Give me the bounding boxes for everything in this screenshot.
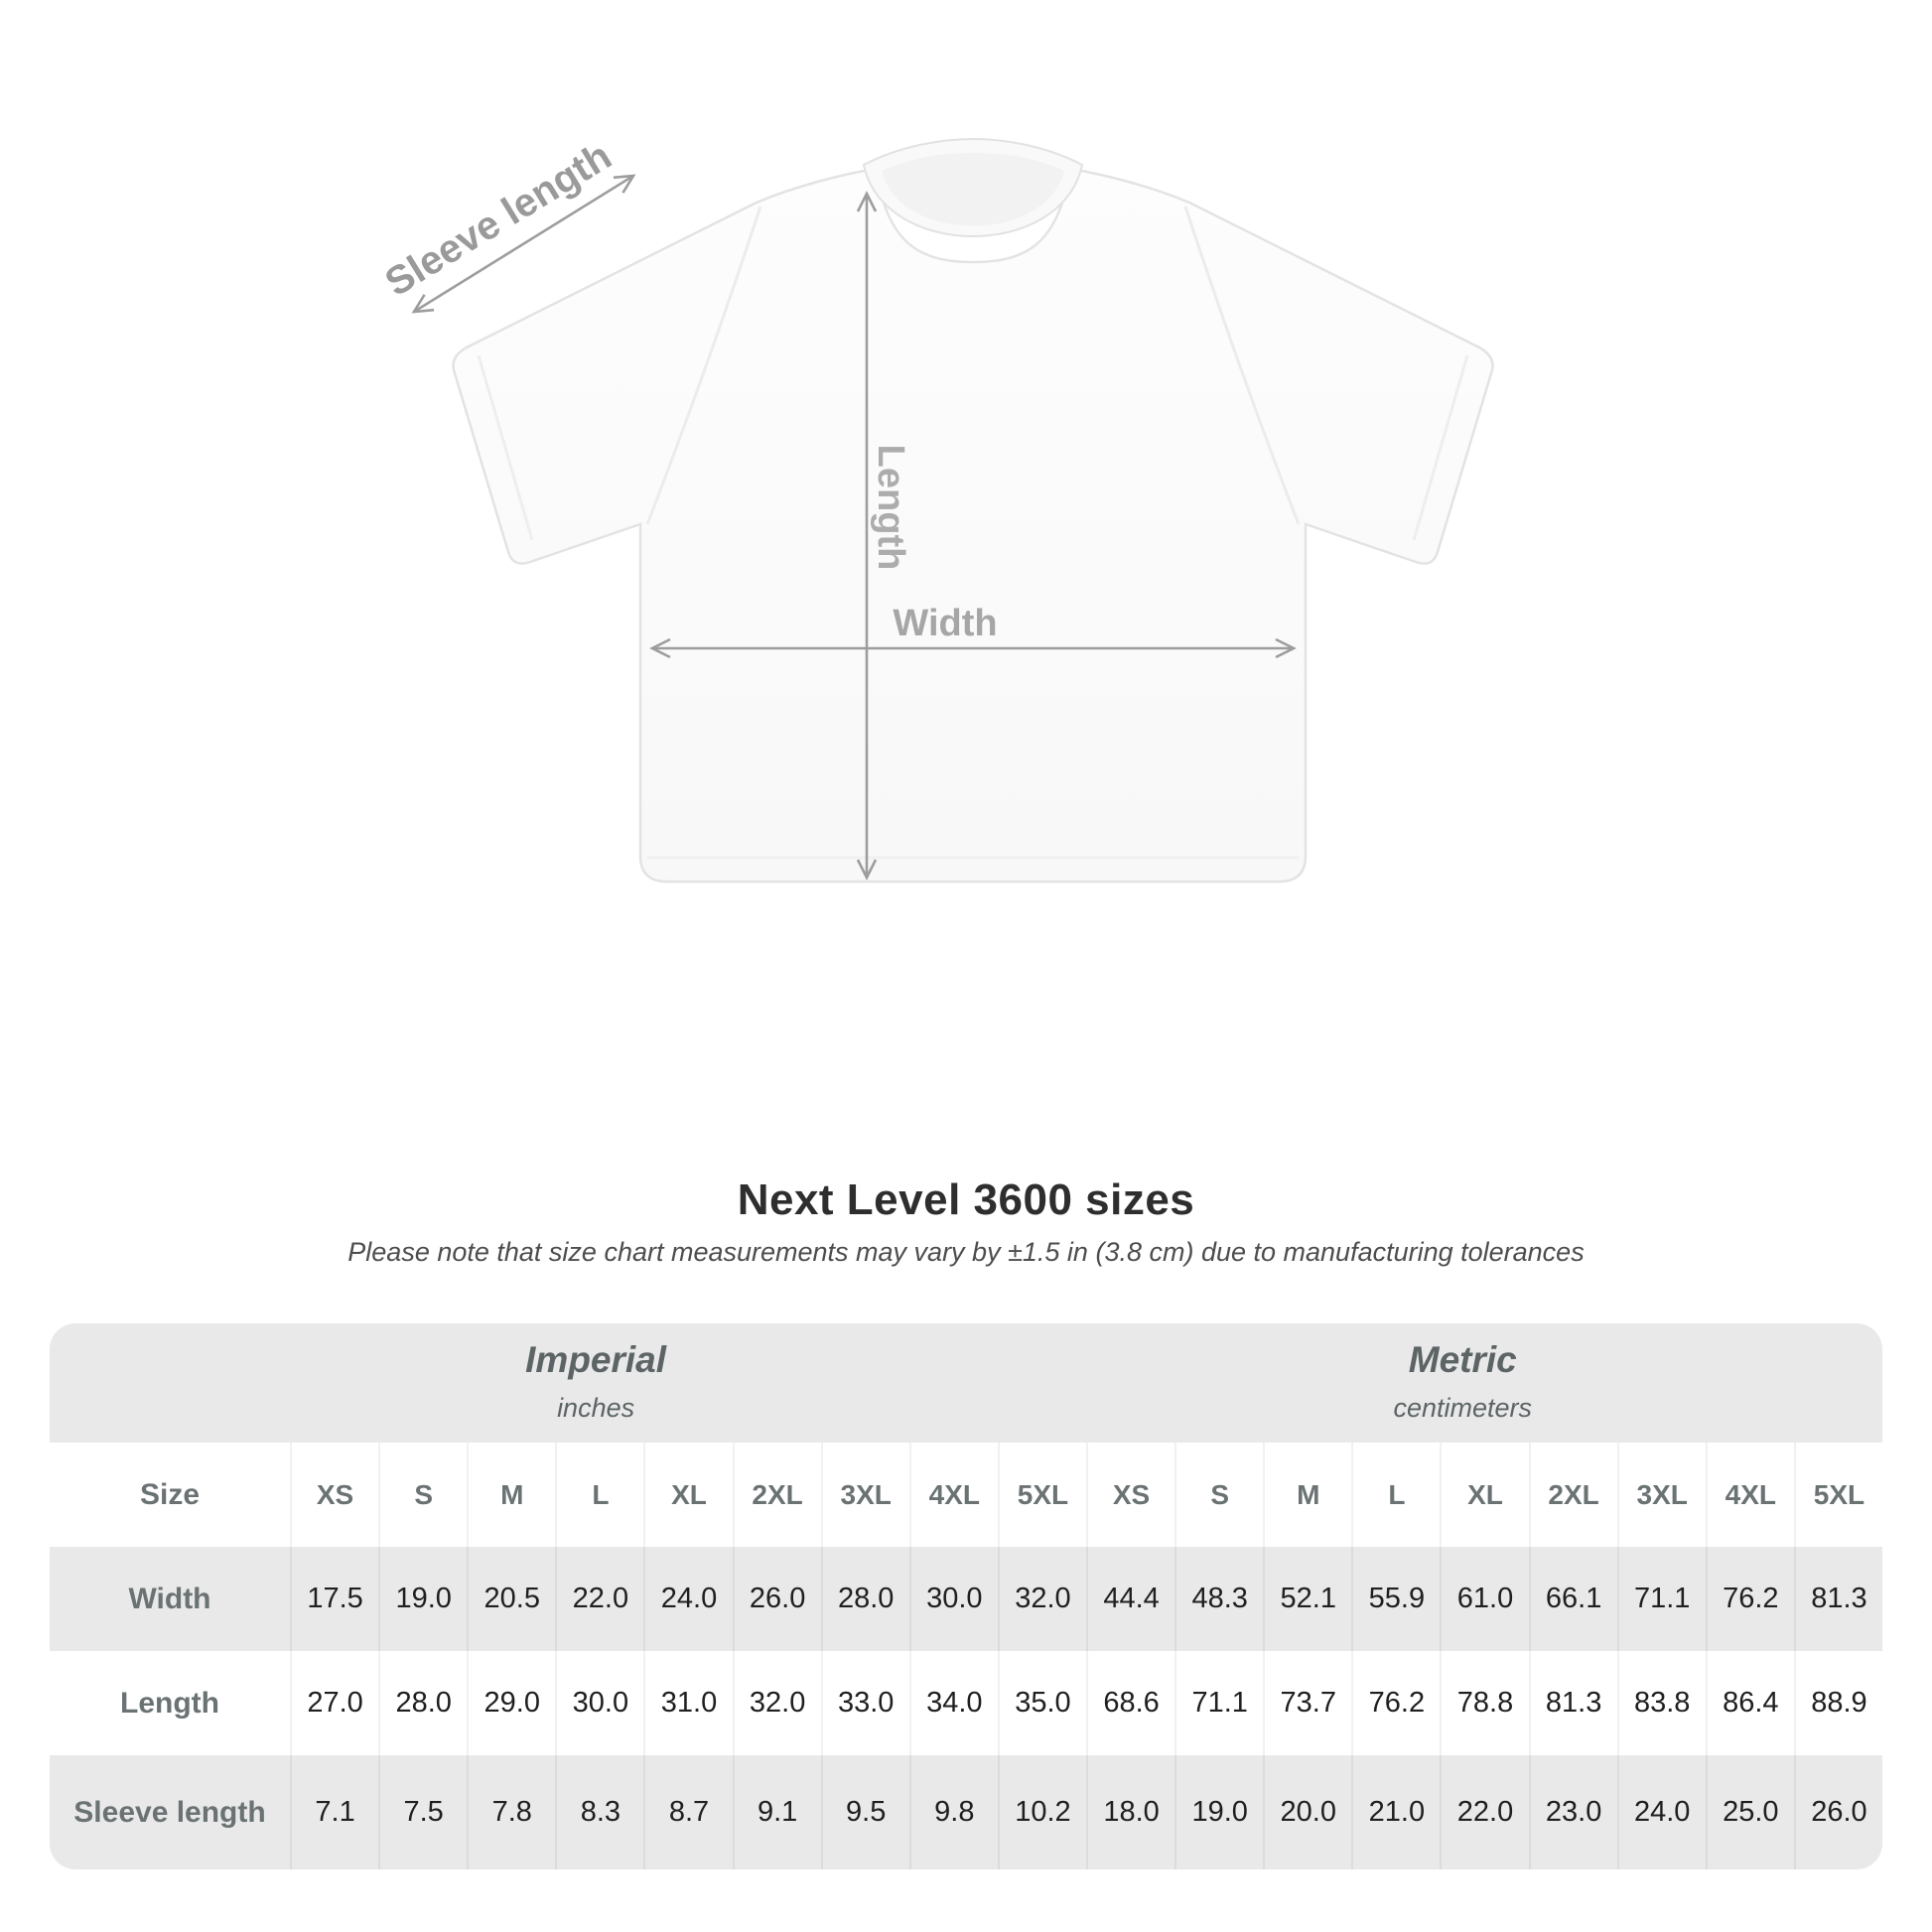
sleeve-length-value: 20.0 <box>1263 1755 1352 1869</box>
sleeve-length-value: 25.0 <box>1705 1755 1794 1869</box>
width-value: 76.2 <box>1705 1547 1794 1651</box>
page-title: Next Level 3600 sizes <box>737 1175 1195 1224</box>
width-label: Width <box>893 603 997 644</box>
size-col-header-metric: L <box>1351 1443 1441 1547</box>
length-value: 78.8 <box>1440 1651 1529 1755</box>
width-value: 66.1 <box>1528 1547 1617 1651</box>
width-value: 52.1 <box>1263 1547 1352 1651</box>
length-label: Length <box>870 445 911 571</box>
size-col-header-imperial: XL <box>643 1443 733 1547</box>
size-header-cell: Size <box>50 1443 290 1547</box>
sleeve-length-value: 9.8 <box>908 1755 998 1869</box>
units-band: Imperial inches Metric centimeters <box>50 1323 1882 1443</box>
width-value: 28.0 <box>820 1547 909 1651</box>
sleeve-length-value: 23.0 <box>1528 1755 1617 1869</box>
sleeve-length-value: 21.0 <box>1351 1755 1441 1869</box>
size-table: Imperial inches Metric centimeters Size … <box>50 1323 1882 1869</box>
size-col-header-metric: XS <box>1086 1443 1175 1547</box>
width-value: 24.0 <box>643 1547 733 1651</box>
size-col-header-imperial: M <box>467 1443 556 1547</box>
sleeve-length-value: 8.3 <box>555 1755 644 1869</box>
tshirt-body <box>452 167 1494 884</box>
row-label-width: Width <box>50 1547 290 1651</box>
size-col-header-metric: M <box>1263 1443 1352 1547</box>
size-col-header-imperial: 4XL <box>908 1443 998 1547</box>
width-value: 30.0 <box>908 1547 998 1651</box>
size-col-header-metric: 4XL <box>1705 1443 1794 1547</box>
width-value: 17.5 <box>290 1547 379 1651</box>
length-value: 28.0 <box>378 1651 468 1755</box>
left-sleeve-hem-seam <box>477 354 534 541</box>
size-col-header-metric: 5XL <box>1793 1443 1882 1547</box>
sleeve-length-value: 26.0 <box>1793 1755 1882 1869</box>
length-value: 30.0 <box>555 1651 644 1755</box>
size-col-header-imperial: 3XL <box>820 1443 909 1547</box>
width-value: 44.4 <box>1086 1547 1175 1651</box>
width-value: 81.3 <box>1793 1547 1882 1651</box>
length-value: 68.6 <box>1086 1651 1175 1755</box>
right-sleeve-hem-seam <box>1412 354 1469 541</box>
width-value: 19.0 <box>378 1547 468 1651</box>
length-value: 31.0 <box>643 1651 733 1755</box>
sleeve-length-value: 7.1 <box>290 1755 379 1869</box>
width-value: 22.0 <box>555 1547 644 1651</box>
length-value: 27.0 <box>290 1651 379 1755</box>
sleeve-length-value: 10.2 <box>997 1755 1086 1869</box>
length-value: 73.7 <box>1263 1651 1352 1755</box>
width-value: 20.5 <box>467 1547 556 1651</box>
sleeve-length-value: 8.7 <box>643 1755 733 1869</box>
length-value: 71.1 <box>1174 1651 1264 1755</box>
metric-unit-header: Metric centimeters <box>1393 1339 1532 1424</box>
metric-subtitle: centimeters <box>1393 1393 1533 1423</box>
length-value: 83.8 <box>1616 1651 1706 1755</box>
sleeve-length-value: 7.5 <box>378 1755 468 1869</box>
width-value: 26.0 <box>732 1547 821 1651</box>
sleeve-length-value: 9.1 <box>732 1755 821 1869</box>
imperial-unit-header: Imperial inches <box>525 1339 666 1424</box>
size-col-header-metric: XL <box>1440 1443 1529 1547</box>
size-col-header-metric: S <box>1174 1443 1264 1547</box>
imperial-title: Imperial <box>525 1339 667 1380</box>
length-value: 29.0 <box>467 1651 556 1755</box>
length-value: 76.2 <box>1351 1651 1441 1755</box>
left-sleeve-seam <box>645 206 762 525</box>
length-value: 34.0 <box>908 1651 998 1755</box>
size-col-header-imperial: 5XL <box>997 1443 1086 1547</box>
metric-title: Metric <box>1408 1339 1517 1380</box>
length-value: 81.3 <box>1528 1651 1617 1755</box>
sleeve-length-value: 24.0 <box>1616 1755 1706 1869</box>
size-col-header-metric: 3XL <box>1616 1443 1706 1547</box>
tolerance-note: Please note that size chart measurements… <box>347 1237 1585 1267</box>
length-value: 86.4 <box>1705 1651 1794 1755</box>
sleeve-length-value: 22.0 <box>1440 1755 1529 1869</box>
length-value: 32.0 <box>732 1651 821 1755</box>
tshirt-collar-opening <box>882 153 1064 226</box>
tshirt-diagram: Sleeve length Length Width <box>378 134 1494 884</box>
sleeve-length-value: 9.5 <box>820 1755 909 1869</box>
length-value: 33.0 <box>820 1651 909 1755</box>
width-value: 61.0 <box>1440 1547 1529 1651</box>
size-col-header-imperial: S <box>378 1443 468 1547</box>
length-value: 35.0 <box>997 1651 1086 1755</box>
sleeve-length-value: 18.0 <box>1086 1755 1175 1869</box>
size-col-header-imperial: XS <box>290 1443 379 1547</box>
sleeve-length-label: Sleeve length <box>378 134 620 305</box>
sleeve-length-value: 7.8 <box>467 1755 556 1869</box>
sleeve-length-arrow <box>411 174 636 314</box>
row-label-length: Length <box>50 1651 290 1755</box>
size-col-header-imperial: 2XL <box>732 1443 821 1547</box>
width-value: 71.1 <box>1616 1547 1706 1651</box>
width-value: 32.0 <box>997 1547 1086 1651</box>
imperial-subtitle: inches <box>557 1393 635 1423</box>
row-label-sleeve-length: Sleeve length <box>50 1755 290 1869</box>
size-col-header-metric: 2XL <box>1528 1443 1617 1547</box>
sleeve-length-value: 19.0 <box>1174 1755 1264 1869</box>
width-value: 48.3 <box>1174 1547 1264 1651</box>
length-value: 88.9 <box>1793 1651 1882 1755</box>
size-col-header-imperial: L <box>555 1443 644 1547</box>
width-value: 55.9 <box>1351 1547 1441 1651</box>
right-sleeve-seam <box>1183 206 1301 525</box>
